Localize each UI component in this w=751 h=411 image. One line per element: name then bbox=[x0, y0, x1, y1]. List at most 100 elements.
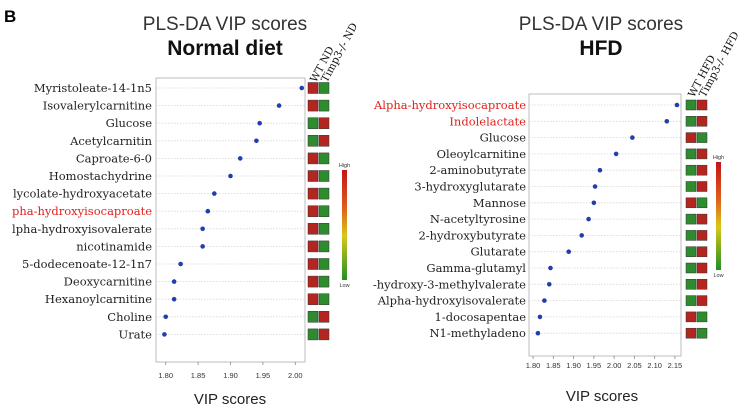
heatmap-cell bbox=[307, 152, 319, 165]
category-label: Glutarate bbox=[470, 245, 526, 259]
heatmap-cell bbox=[685, 148, 697, 160]
category-label: Indolelactate bbox=[449, 114, 526, 128]
heatmap-cell bbox=[685, 327, 697, 339]
heatmap-cell bbox=[685, 213, 697, 225]
heatmap-cell bbox=[696, 99, 708, 111]
heatmap-cell bbox=[318, 223, 330, 235]
heatmap-cell bbox=[307, 117, 319, 129]
category-label: Gamma-glutamyl bbox=[426, 261, 526, 275]
category-label: Myristoleate-14-1n5 bbox=[34, 81, 152, 95]
category-label: Alpha-hydroxyisocaproate bbox=[373, 98, 526, 112]
chart-title: PLS-DA VIP scores bbox=[143, 14, 307, 35]
x-axis-label: VIP scores bbox=[194, 391, 266, 408]
x-tick-label: 1.80 bbox=[526, 361, 541, 370]
heatmap-cell bbox=[318, 275, 330, 288]
plot-area bbox=[155, 77, 306, 363]
x-tick-label: 1.90 bbox=[566, 361, 581, 370]
data-point bbox=[228, 173, 233, 179]
heatmap-cell bbox=[307, 258, 319, 270]
category-label: N1-methyladeno bbox=[429, 326, 526, 340]
data-point bbox=[535, 330, 541, 336]
data-point bbox=[257, 120, 262, 126]
heatmap-cell bbox=[696, 327, 708, 339]
heatmap-cell bbox=[696, 295, 708, 306]
heatmap-cell bbox=[307, 82, 319, 94]
data-point bbox=[548, 265, 553, 271]
chart-title: PLS-DA VIP scores bbox=[519, 14, 683, 35]
data-point bbox=[592, 184, 598, 189]
heatmap-cell bbox=[696, 132, 708, 143]
heatmap-cell bbox=[685, 181, 697, 192]
category-label: Choline bbox=[107, 310, 152, 324]
data-point bbox=[597, 167, 603, 173]
category-label: Caproate-6-0 bbox=[76, 151, 152, 165]
category-label: nicotinamide bbox=[76, 239, 152, 253]
data-point bbox=[630, 135, 635, 140]
data-point bbox=[178, 261, 183, 267]
heatmap-cell bbox=[696, 181, 708, 192]
category-label: Deoxycarnitine bbox=[64, 275, 153, 289]
heatmap-cell bbox=[307, 293, 319, 305]
data-point bbox=[276, 103, 282, 108]
x-tick-label: 2.10 bbox=[647, 361, 662, 370]
data-point bbox=[537, 314, 543, 320]
heatmap-cell bbox=[318, 170, 330, 182]
category-label: Alpha-hydroxyisovalerate bbox=[377, 294, 526, 308]
heatmap-cell bbox=[318, 117, 330, 129]
heatmap-cell bbox=[696, 262, 708, 274]
color-scale bbox=[342, 170, 347, 280]
heatmap-cell bbox=[685, 262, 697, 274]
heatmap-cell bbox=[318, 240, 330, 253]
heatmap-cell bbox=[696, 230, 708, 241]
category-label: pha-hydroxyisocaproate bbox=[12, 204, 152, 218]
heatmap-cell bbox=[307, 187, 319, 200]
data-point bbox=[200, 244, 205, 249]
heatmap-cell bbox=[318, 152, 330, 165]
legend-high: High bbox=[713, 155, 724, 161]
x-tick-label: 1.90 bbox=[223, 371, 238, 380]
heatmap-cell bbox=[696, 197, 708, 209]
heatmap-cell bbox=[685, 132, 697, 143]
heatmap-cell bbox=[696, 148, 708, 160]
heatmap-cell bbox=[685, 246, 697, 257]
x-tick-label: 1.80 bbox=[158, 371, 173, 380]
heatmap-cell bbox=[696, 311, 708, 323]
category-label: lpha-hydroxyisovalerate bbox=[12, 222, 152, 236]
heatmap-cell bbox=[318, 82, 330, 94]
heatmap-cell bbox=[318, 258, 330, 270]
category-label: 3-hydroxyglutarate bbox=[414, 180, 526, 194]
chart-subtitle: Normal diet bbox=[167, 37, 283, 60]
category-label: 2-hydroxybutyrate bbox=[418, 228, 526, 242]
data-point bbox=[171, 279, 177, 284]
heatmap-cell bbox=[318, 205, 330, 217]
x-tick-label: 1.85 bbox=[191, 371, 206, 380]
heatmap-cell bbox=[318, 135, 330, 147]
heatmap-cell bbox=[685, 311, 697, 323]
x-tick-label: 2.00 bbox=[607, 361, 622, 370]
data-point bbox=[162, 332, 167, 337]
category-label: Isovalerylcarnitine bbox=[43, 99, 152, 113]
legend-low: Low bbox=[339, 283, 349, 289]
x-tick-label: 2.05 bbox=[627, 361, 642, 370]
x-tick-label: 2.00 bbox=[288, 371, 303, 380]
heatmap-cell bbox=[685, 295, 697, 306]
category-label: -hydroxy-3-methylvalerate bbox=[373, 277, 526, 291]
category-label: 2-aminobutyrate bbox=[429, 163, 526, 177]
category-label: Acetylcarnitin bbox=[69, 134, 153, 148]
data-point bbox=[674, 102, 680, 108]
x-tick-label: 1.85 bbox=[546, 361, 561, 370]
heatmap-cell bbox=[307, 275, 319, 288]
x-tick-label: 2.15 bbox=[668, 361, 683, 370]
heatmap-cell bbox=[318, 328, 330, 341]
category-label: Oleoylcarnitine bbox=[437, 147, 527, 161]
heatmap-cell bbox=[307, 328, 319, 341]
data-point bbox=[163, 314, 169, 320]
heatmap-cell bbox=[685, 279, 697, 290]
heatmap-cell bbox=[696, 279, 708, 290]
heatmap-cell bbox=[307, 240, 319, 253]
heatmap-cell bbox=[307, 170, 319, 182]
heatmap-cell bbox=[685, 99, 697, 111]
x-tick-label: 1.95 bbox=[256, 371, 271, 380]
data-point bbox=[205, 208, 211, 214]
heatmap-cell bbox=[696, 116, 708, 127]
